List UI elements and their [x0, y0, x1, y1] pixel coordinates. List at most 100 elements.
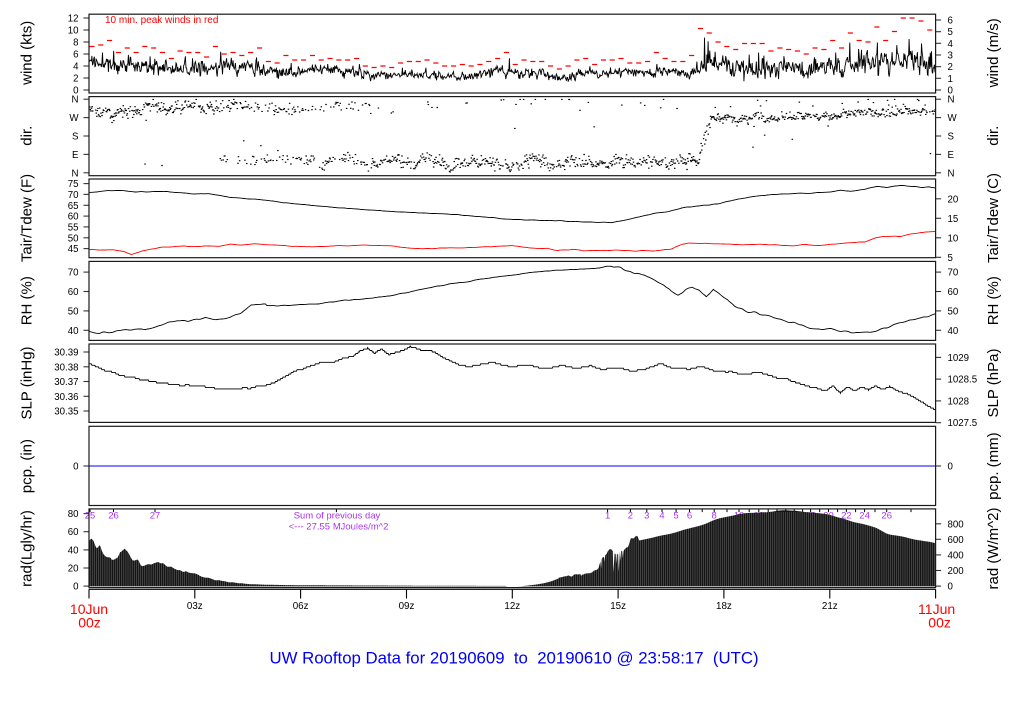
svg-text:2: 2	[73, 74, 78, 85]
svg-text:10: 10	[948, 233, 959, 244]
svg-text:2: 2	[948, 62, 953, 73]
svg-text:8: 8	[712, 511, 717, 522]
svg-text:6: 6	[687, 511, 692, 522]
svg-text:1028: 1028	[948, 396, 970, 407]
svg-text:00z: 00z	[78, 615, 101, 631]
svg-text:800: 800	[948, 519, 965, 530]
svg-text:1029: 1029	[948, 353, 970, 364]
svg-text:40: 40	[948, 326, 959, 337]
svg-text:4: 4	[73, 62, 79, 73]
svg-text:0: 0	[73, 582, 79, 593]
svg-text:10Jun: 10Jun	[70, 601, 108, 617]
svg-text:24: 24	[859, 511, 870, 522]
svg-text:1028.5: 1028.5	[948, 375, 978, 386]
svg-text:4: 4	[948, 39, 954, 50]
svg-text:RH (%): RH (%)	[985, 276, 1002, 325]
svg-text:0: 0	[73, 462, 79, 473]
svg-text:wind (kts): wind (kts)	[19, 21, 36, 86]
svg-text:2: 2	[628, 511, 633, 522]
svg-text:3: 3	[948, 51, 953, 62]
svg-text:Tair/Tdew (F): Tair/Tdew (F)	[19, 174, 36, 262]
svg-text:N: N	[948, 95, 955, 106]
svg-text:15: 15	[948, 214, 959, 225]
svg-text:0: 0	[73, 86, 79, 97]
svg-text:S: S	[72, 132, 79, 143]
svg-text:SLP (inHg): SLP (inHg)	[19, 346, 36, 419]
svg-text:Tair/Tdew (C): Tair/Tdew (C)	[985, 173, 1002, 263]
svg-text:26: 26	[881, 511, 892, 522]
svg-text:60: 60	[68, 287, 79, 298]
svg-text:Sum of previous day: Sum of previous day	[294, 511, 381, 522]
svg-text:40: 40	[68, 545, 79, 556]
svg-text:W: W	[948, 113, 958, 124]
svg-text:00z: 00z	[928, 615, 951, 631]
svg-text:55: 55	[68, 222, 79, 233]
svg-text:60: 60	[948, 287, 959, 298]
svg-text:10 min. peak winds in red: 10 min. peak winds in red	[105, 15, 218, 26]
svg-text:80: 80	[68, 509, 79, 520]
svg-text:E: E	[948, 150, 955, 161]
svg-text:wind (m/s): wind (m/s)	[985, 18, 1002, 88]
svg-text:30.37: 30.37	[54, 377, 78, 388]
svg-text:400: 400	[948, 550, 965, 561]
svg-text:1: 1	[605, 511, 610, 522]
svg-text:12: 12	[68, 14, 79, 25]
svg-text:E: E	[72, 150, 79, 161]
svg-text:5: 5	[948, 253, 953, 264]
svg-text:65: 65	[68, 201, 79, 212]
svg-text:N: N	[72, 168, 79, 179]
svg-text:UW Rooftop Data for 20190609: UW Rooftop Data for 20190609 to 20190610…	[269, 649, 758, 668]
svg-text:30.35: 30.35	[54, 407, 78, 418]
svg-text:20: 20	[68, 564, 79, 575]
svg-text:4: 4	[659, 511, 664, 522]
svg-text:45: 45	[68, 244, 79, 255]
svg-text:21z: 21z	[822, 601, 838, 612]
svg-text:0: 0	[948, 86, 954, 97]
svg-text:N: N	[72, 95, 79, 106]
svg-text:8: 8	[73, 38, 78, 49]
svg-text:70: 70	[68, 190, 79, 201]
svg-text:10: 10	[68, 26, 79, 37]
svg-text:6: 6	[73, 50, 78, 61]
svg-text:600: 600	[948, 535, 965, 546]
svg-text:0: 0	[948, 462, 954, 473]
svg-text:N: N	[948, 168, 955, 179]
svg-text:5: 5	[948, 27, 953, 38]
svg-text:W: W	[69, 113, 79, 124]
svg-text:60: 60	[68, 212, 79, 223]
svg-text:50: 50	[68, 306, 79, 317]
svg-text:SLP (hPa): SLP (hPa)	[985, 349, 1002, 418]
svg-text:70: 70	[68, 268, 79, 279]
svg-text:6: 6	[948, 16, 953, 27]
svg-text:rad (W/m^2): rad (W/m^2)	[985, 507, 1002, 589]
svg-text:dir.: dir.	[985, 126, 1002, 146]
svg-text:20: 20	[948, 194, 959, 205]
svg-text:50: 50	[948, 306, 959, 317]
svg-text:1: 1	[948, 74, 953, 85]
svg-text:<--- 27.55 MJoules/m^2: <--- 27.55 MJoules/m^2	[289, 522, 389, 533]
svg-text:40: 40	[68, 326, 79, 337]
svg-text:75: 75	[68, 179, 79, 190]
svg-text:dir.: dir.	[19, 126, 36, 146]
svg-text:27: 27	[150, 511, 161, 522]
svg-text:1027.5: 1027.5	[948, 418, 978, 429]
svg-text:18z: 18z	[716, 601, 732, 612]
svg-text:11Jun: 11Jun	[918, 601, 955, 617]
svg-text:200: 200	[948, 566, 965, 577]
svg-text:rad(Lgly/hr): rad(Lgly/hr)	[19, 510, 36, 587]
svg-text:30.36: 30.36	[54, 392, 78, 403]
svg-text:06z: 06z	[293, 601, 309, 612]
svg-text:50: 50	[68, 233, 79, 244]
svg-text:30.39: 30.39	[54, 348, 78, 359]
svg-text:12z: 12z	[504, 601, 520, 612]
svg-text:0: 0	[948, 582, 954, 593]
svg-text:30.38: 30.38	[54, 362, 78, 373]
svg-text:15z: 15z	[610, 601, 626, 612]
svg-text:09z: 09z	[399, 601, 415, 612]
svg-text:RH (%): RH (%)	[19, 276, 36, 325]
svg-text:pcp. (mm): pcp. (mm)	[985, 432, 1002, 500]
svg-text:03z: 03z	[187, 601, 203, 612]
svg-text:pcp. (in): pcp. (in)	[19, 439, 36, 493]
svg-text:60: 60	[68, 527, 79, 538]
svg-text:70: 70	[948, 268, 959, 279]
